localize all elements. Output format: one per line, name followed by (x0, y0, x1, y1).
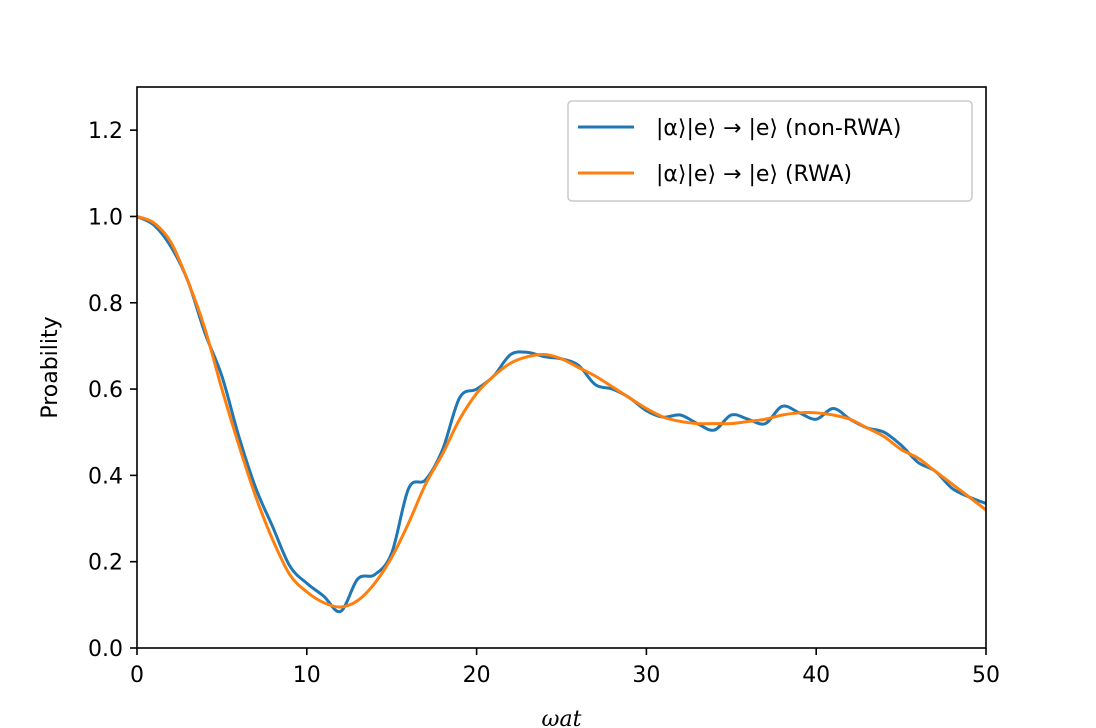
series-layer (137, 214, 986, 614)
ticks-layer: 0 10 20 30 40 50 0.0 0.2 0.4 0.6 0.8 1.0 1.2 (88, 119, 1000, 688)
y-tick-label: 0.4 (88, 464, 123, 489)
x-tick-label: 0 (130, 663, 144, 688)
x-tick-label: 30 (632, 663, 660, 688)
x-tick-label: 10 (293, 663, 321, 688)
x-axis-label: ωat (542, 707, 582, 728)
x-tick-label: 50 (972, 663, 1000, 688)
y-tick-label: 1.2 (88, 119, 123, 144)
y-tick-label: 0.2 (88, 551, 123, 576)
legend-box (567, 100, 973, 202)
axes-frame (136, 86, 987, 649)
series-line-rwa (137, 214, 986, 609)
y-tick-label: 0.8 (88, 292, 123, 317)
legend-label-non-rwa: |α⟩|e⟩ → |e⟩ (non-RWA) (656, 116, 901, 141)
legend-label-rwa: |α⟩|e⟩ → |e⟩ (RWA) (656, 162, 852, 187)
legend: |α⟩|e⟩ → |e⟩ (non-RWA) |α⟩|e⟩ → |e⟩ (RWA) (567, 100, 973, 202)
y-tick-label: 0.6 (88, 378, 123, 403)
y-tick-label: 1.0 (88, 205, 123, 230)
x-tick-label: 40 (802, 663, 830, 688)
x-tick-label: 20 (463, 663, 491, 688)
y-axis-label: Proability (38, 316, 63, 418)
y-tick-label: 0.0 (88, 637, 123, 662)
